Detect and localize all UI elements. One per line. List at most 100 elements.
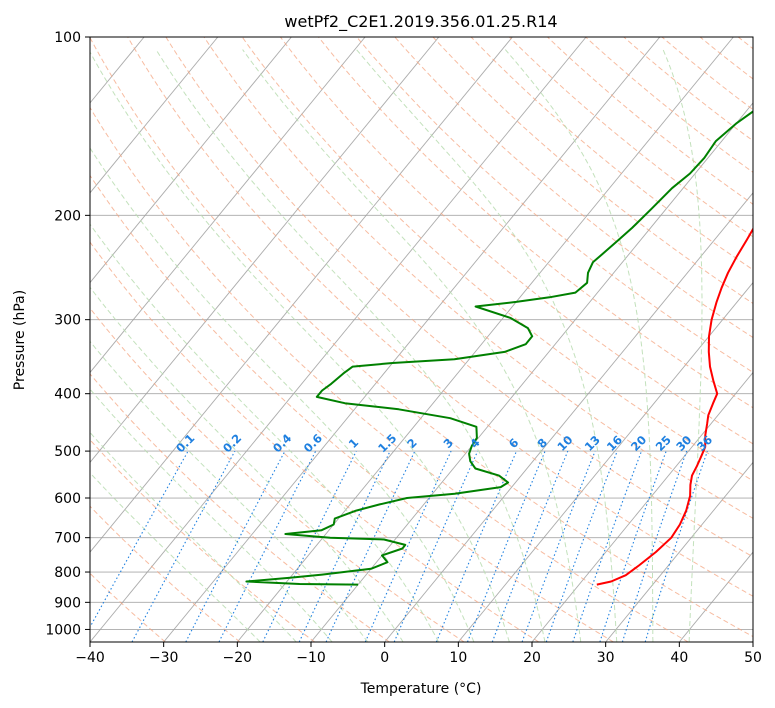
dry-adiabat-line	[623, 37, 753, 142]
mixing-ratio-line	[131, 450, 236, 642]
dry-adiabat-line	[90, 505, 241, 642]
dry-adiabat-line	[165, 37, 753, 558]
dry-adiabat-line	[127, 37, 753, 597]
plot-frame	[89, 36, 754, 643]
dewpoint-profile-line	[245, 110, 753, 586]
isotherm-line	[678, 551, 753, 642]
moist-adiabat-line	[90, 388, 333, 642]
y-tick-label: 1000	[45, 622, 81, 638]
isotherm-line	[457, 281, 753, 642]
x-tick-label: 20	[523, 650, 541, 666]
y-tick-label: 800	[54, 565, 81, 581]
mixing-ratio-line	[466, 450, 546, 642]
mixing-ratio-line	[435, 450, 518, 642]
isotherm-line	[90, 37, 292, 284]
dry-adiabat-line	[90, 37, 753, 638]
mixing-ratio-label: 8	[534, 435, 550, 451]
dry-adiabat-line	[394, 37, 753, 339]
moist-adiabat-line	[90, 340, 369, 642]
dry-adiabat-line	[280, 37, 753, 445]
dry-adiabat-line	[90, 106, 689, 642]
isotherm-line	[90, 37, 366, 374]
moist-adiabat-line	[90, 286, 404, 642]
chart-title: wetPf2_C2E1.2019.356.01.25.R14	[284, 12, 557, 32]
isotherm-line	[90, 37, 587, 642]
isotherm-line	[384, 192, 753, 642]
isotherm-line	[90, 37, 513, 553]
mixing-ratio-line	[298, 450, 391, 642]
mixing-ratio-label: 3	[440, 435, 456, 451]
x-tick-label: −20	[223, 650, 253, 666]
moist-adiabat-line	[662, 49, 703, 642]
x-tick-label: −10	[296, 650, 326, 666]
series-layer	[245, 110, 753, 586]
x-tick-label: 0	[380, 650, 389, 666]
moist-adiabat-line	[90, 223, 439, 642]
dry-adiabat-line	[241, 37, 753, 482]
x-tick-label: −40	[75, 650, 105, 666]
dry-adiabat-line	[90, 241, 540, 642]
x-axis-ticks: −40 −30 −20 −10 0 10 20 30 40 50	[75, 642, 762, 666]
y-tick-label: 100	[54, 30, 81, 46]
dry-adiabat-line	[470, 37, 753, 271]
dry-adiabat-line	[508, 37, 753, 238]
moist-adiabat-line	[242, 49, 582, 642]
moist-adiabat-line	[356, 49, 618, 642]
dry-adiabat-line	[699, 37, 753, 80]
moist-adiabat-line	[90, 147, 475, 642]
mixing-ratio-line	[393, 450, 479, 642]
moist-adiabat-line	[90, 51, 510, 642]
mixing-ratio-line	[185, 450, 286, 642]
moist-adiabat-line	[90, 431, 297, 642]
background-lines	[0, 37, 753, 642]
x-tick-label: 10	[449, 650, 467, 666]
dry-adiabat-line	[90, 174, 614, 642]
dry-adiabat-line	[90, 439, 316, 642]
mixing-ratio-line	[325, 450, 416, 642]
mixing-ratio-label: 2	[404, 435, 420, 451]
dry-adiabat-line	[432, 37, 753, 305]
dry-adiabat-line	[547, 37, 753, 205]
y-tick-label: 700	[54, 531, 81, 547]
x-tick-label: −30	[149, 650, 179, 666]
mixing-ratio-line	[572, 450, 643, 642]
isotherm-line	[531, 371, 753, 642]
y-tick-label: 500	[54, 444, 81, 460]
x-tick-label: 30	[597, 650, 615, 666]
isotherm-line	[752, 641, 753, 642]
moist-adiabat-line	[504, 49, 654, 642]
isotherm-line	[90, 37, 219, 194]
mixing-ratio-line	[521, 450, 596, 642]
x-tick-label: 50	[744, 650, 762, 666]
mixing-ratio-label: 1.5	[375, 431, 399, 455]
dry-adiabat-line	[203, 37, 753, 519]
mixing-ratio-line	[364, 450, 452, 642]
moist-adiabat-line	[90, 472, 261, 642]
dry-adiabat-line	[90, 373, 390, 642]
y-axis-ticks: 100 200 300 400 500 600 700 800 900 1000	[45, 30, 90, 638]
mixing-ratio-label: 0.1	[173, 431, 197, 455]
y-tick-label: 300	[54, 313, 81, 329]
isotherm-line	[0, 37, 70, 642]
isotherm-line	[605, 461, 753, 642]
dry-adiabat-line	[737, 37, 753, 50]
mixing-ratio-label: 0.6	[301, 431, 325, 455]
y-tick-label: 600	[54, 491, 81, 507]
dry-adiabat-line	[661, 37, 753, 111]
mixing-ratio-line	[218, 450, 317, 642]
moist-adiabat-line	[155, 49, 546, 642]
temperature-profile-line	[596, 227, 753, 586]
mixing-ratio-line	[621, 450, 688, 642]
x-tick-label: 40	[670, 650, 688, 666]
dry-adiabat-line	[356, 37, 753, 373]
dry-adiabat-line	[90, 307, 465, 642]
mixing-ratio-line	[262, 450, 357, 642]
mixing-ratio-line	[545, 450, 618, 642]
y-tick-label: 900	[54, 595, 81, 611]
y-tick-label: 200	[54, 208, 81, 224]
mixing-ratio-label: 0.2	[220, 431, 244, 455]
x-axis-label: Temperature (°C)	[360, 681, 482, 697]
mixing-ratio-line	[644, 450, 708, 642]
